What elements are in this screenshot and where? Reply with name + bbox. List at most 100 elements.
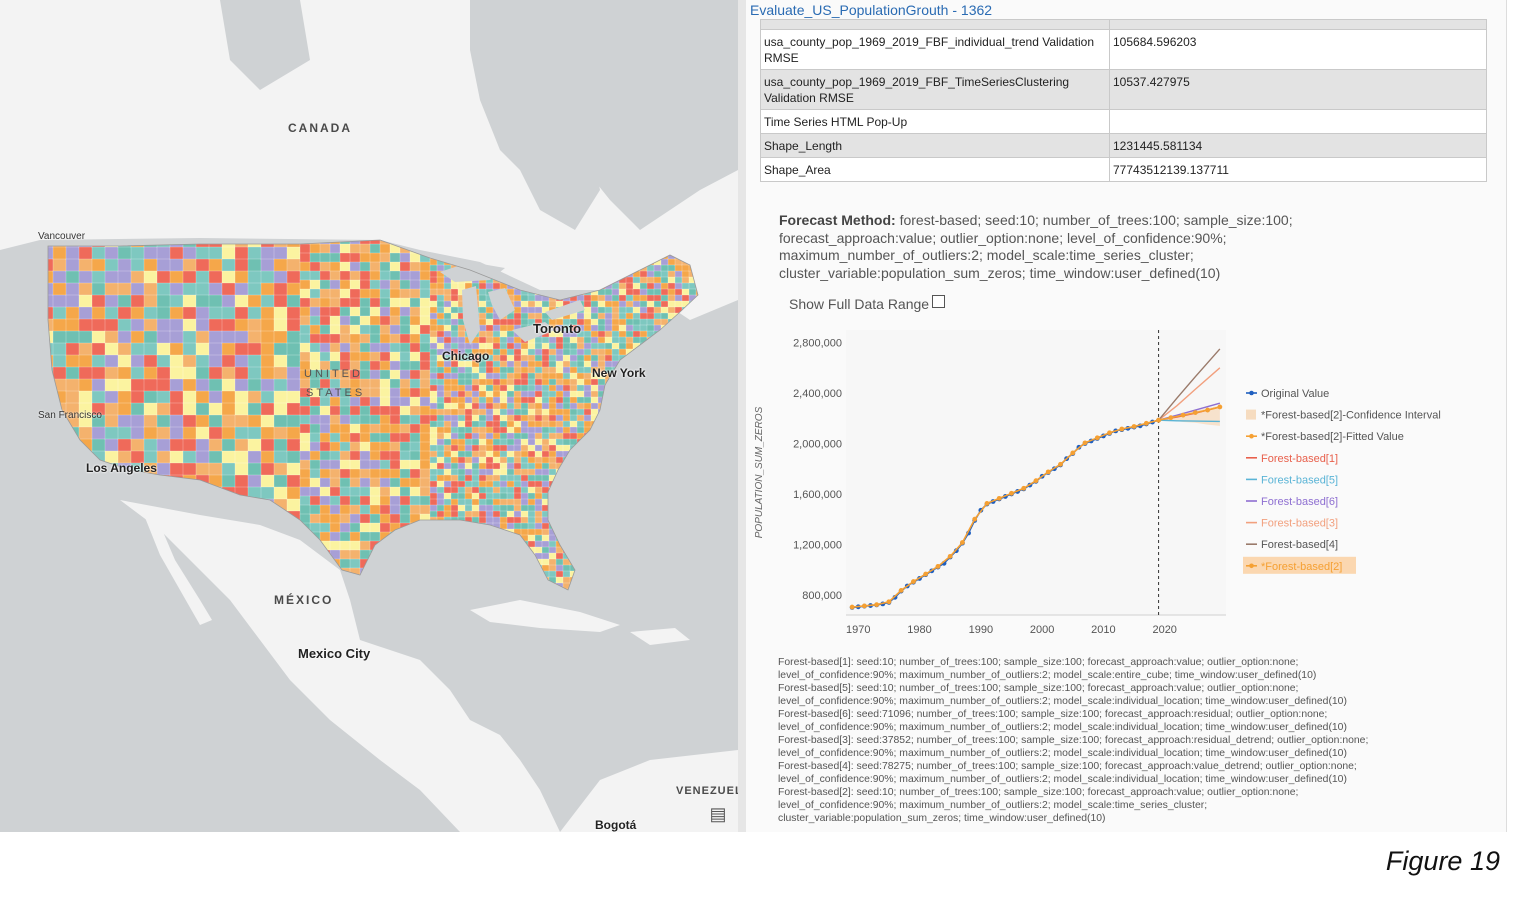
data-point [874, 602, 880, 608]
label-bogota: Bogotá [595, 818, 637, 832]
data-point [1033, 478, 1039, 484]
south-america [560, 750, 738, 832]
table-key: usa_county_pop_1969_2019_FBF_TimeSeriesC… [760, 69, 1110, 110]
cuba [470, 600, 620, 632]
great-lake [462, 286, 480, 345]
data-point [1205, 407, 1211, 413]
model-note-line: Forest-based[2]: seed:10; number_of_tree… [778, 787, 1299, 798]
legend-item[interactable]: *Forest-based[2]-Confidence Interval [1261, 410, 1441, 422]
x-tick-label: 1980 [907, 624, 931, 636]
series-line [1158, 367, 1221, 421]
attribute-table: usa_county_pop_1969_2019_FBF_individual_… [760, 19, 1487, 182]
data-point [911, 579, 916, 584]
data-point [960, 540, 965, 545]
data-point [861, 603, 867, 609]
data-point [1156, 417, 1161, 423]
model-note-line: Forest-based[1]: seed:10; number_of_tree… [778, 657, 1299, 668]
legend-item[interactable]: *Forest-based[2] [1261, 561, 1342, 573]
data-point [1009, 490, 1014, 496]
data-point [1058, 461, 1063, 467]
label-canada: CANADA [288, 121, 352, 135]
data-point [1217, 404, 1223, 410]
show-full-range: Show Full Data Range [789, 295, 946, 312]
data-point [1094, 435, 1100, 441]
label-san-francisco: San Francisco [38, 410, 102, 421]
table-key: Time Series HTML Pop-Up [760, 109, 1110, 134]
plot-area [846, 330, 1226, 615]
model-note-line: Forest-based[6]: seed:71096; number_of_t… [778, 709, 1328, 720]
table-row: usa_county_pop_1969_2019_FBF_TimeSeriesC… [760, 69, 1487, 110]
label-chicago: Chicago [442, 349, 490, 363]
label-venezuela: VENEZUEL [676, 785, 738, 797]
legend-item[interactable]: Original Value [1261, 388, 1329, 400]
x-tick-label: 1990 [969, 624, 993, 636]
label-mexico: MÉXICO [274, 593, 334, 607]
legend-item[interactable]: Forest-based[5] [1261, 474, 1338, 486]
table-value: 10537.427975 [1109, 69, 1487, 110]
series-line [1158, 419, 1220, 423]
table-value: 1231445.581134 [1109, 133, 1487, 158]
data-point [886, 599, 892, 605]
basemap-gallery-icon[interactable]: ▤ [709, 804, 727, 824]
usa-outline [47, 239, 699, 591]
legend-item[interactable]: Forest-based[4] [1261, 539, 1338, 551]
great-lake [488, 288, 515, 320]
map-view[interactable]: CANADA Vancouver Toronto Chicago UNITED … [0, 0, 738, 832]
great-lake [512, 322, 555, 342]
great-lake [440, 262, 505, 282]
data-point [1021, 485, 1027, 491]
model-note-line: level_of_confidence:90%; maximum_number_… [778, 774, 1347, 785]
model-note-line: level_of_confidence:90%; maximum_number_… [778, 722, 1347, 733]
legend-item[interactable]: Forest-based[6] [1261, 496, 1338, 508]
x-tick-label: 2010 [1091, 624, 1115, 636]
basemap[interactable] [0, 0, 738, 832]
model-note-line: Forest-based[4]: seed:78275; number_of_t… [778, 761, 1357, 772]
y-axis-label: POPULATION_SUM_ZEROS [754, 406, 765, 538]
y-tick-label: 2,000,000 [793, 438, 842, 450]
y-tick-label: 800,000 [802, 590, 842, 602]
model-note-line: level_of_confidence:90%; maximum_number_… [778, 748, 1347, 759]
x-tick-label: 2020 [1152, 624, 1176, 636]
series-line [1158, 348, 1221, 421]
legend-marker [1249, 390, 1254, 396]
data-point [1143, 420, 1149, 426]
forecast-method-text: forest-based; seed:10; number_of_trees:1… [779, 212, 1293, 281]
data-point [1192, 410, 1198, 415]
data-point [923, 571, 929, 577]
show-full-range-checkbox[interactable] [932, 295, 946, 308]
legend-marker [1249, 433, 1254, 439]
label-los-angeles: Los Angeles [86, 461, 157, 475]
model-note-line: level_of_confidence:90%; maximum_number_… [778, 800, 1208, 811]
model-note-line: level_of_confidence:90%; maximum_number_… [778, 670, 1317, 681]
forecast-method-label: Forecast Method: [779, 212, 896, 228]
label-vancouver: Vancouver [38, 231, 86, 242]
table-row: Time Series HTML Pop-Up [760, 109, 1487, 134]
legend-item[interactable]: *Forest-based[2]-Fitted Value [1261, 431, 1404, 443]
county-polygons[interactable] [40, 235, 711, 608]
data-point [947, 553, 953, 559]
model-note-line: cluster_variable:population_sum_zeros; t… [778, 813, 1106, 824]
label-states: STATES [306, 387, 366, 399]
forecast-method: Forecast Method: forest-based; seed:10; … [779, 212, 1419, 282]
legend-marker [1249, 563, 1254, 569]
legend-item[interactable]: Forest-based[3] [1261, 518, 1338, 530]
canada-landmass [0, 0, 738, 320]
table-row [760, 19, 1487, 30]
data-point [1045, 469, 1051, 475]
pane-divider[interactable] [738, 0, 746, 832]
legend-highlight [1243, 556, 1356, 574]
x-tick-label: 1970 [846, 624, 870, 636]
model-note-line: Forest-based[5]: seed:10; number_of_tree… [778, 683, 1299, 694]
label-mexico-city: Mexico City [298, 646, 371, 661]
table-value: 105684.596203 [1109, 29, 1487, 70]
table-value [1109, 109, 1487, 134]
great-lake [545, 300, 585, 320]
data-point [996, 495, 1002, 501]
data-point [1168, 415, 1174, 421]
legend-item[interactable]: Forest-based[1] [1261, 453, 1338, 465]
forecast-chart: 800,000 1,200,000 1,600,000 2,000,000 2,400,… [754, 330, 1441, 636]
table-key: Shape_Length [760, 133, 1110, 158]
table-key: Shape_Area [760, 157, 1110, 182]
data-point [1131, 424, 1137, 429]
show-full-range-label: Show Full Data Range [789, 296, 930, 312]
